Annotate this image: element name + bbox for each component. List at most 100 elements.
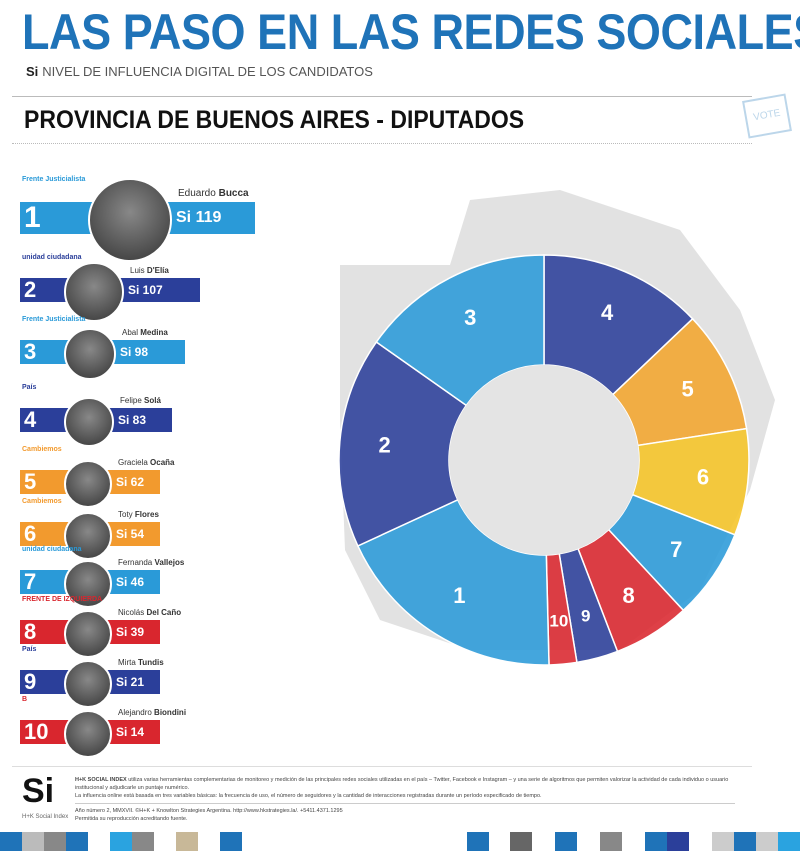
candidate-photo xyxy=(64,397,114,447)
candidate-photo xyxy=(64,660,112,708)
party-logo: País xyxy=(22,646,37,653)
decorative-square xyxy=(467,832,489,851)
score: Si 107 xyxy=(128,283,163,297)
footer-text: H+K SOCIAL INDEX utiliza varias herramie… xyxy=(75,776,735,823)
decorative-square xyxy=(712,832,734,851)
rank-number: 8 xyxy=(24,619,37,644)
candidate-name: Graciela Ocaña xyxy=(118,458,175,467)
rank-number: 10 xyxy=(24,719,49,744)
footer-line: Año número 2, MMXVII. ©H+K + Knowlton St… xyxy=(75,808,343,814)
rank-number: 7 xyxy=(24,569,37,594)
donut-hole xyxy=(449,365,639,555)
rank-number: 6 xyxy=(24,521,37,546)
decorative-square xyxy=(756,832,778,851)
footer-line: Permitida su reproducción acreditando fu… xyxy=(75,816,188,822)
decorative-square xyxy=(0,832,22,851)
score: Si 39 xyxy=(116,625,145,639)
candidate-photo xyxy=(88,178,172,262)
decorative-square xyxy=(778,832,800,851)
party-logo: Cambiemos xyxy=(22,446,62,453)
decorative-square xyxy=(44,832,66,851)
score: Si 62 xyxy=(116,475,145,489)
candidate-name: Eduardo Bucca xyxy=(178,188,249,199)
decorative-square xyxy=(132,832,154,851)
score: Si 83 xyxy=(118,413,147,427)
vote-sign-icon: VOTE xyxy=(742,93,792,139)
segment-label-3: 3 xyxy=(464,305,476,330)
segment-label-4: 4 xyxy=(601,300,614,325)
divider xyxy=(12,143,752,144)
subtitle: Si NIVEL DE INFLUENCIA DIGITAL DE LOS CAN… xyxy=(26,64,373,79)
score: Si 54 xyxy=(116,527,145,541)
candidate-photo xyxy=(64,610,112,658)
rank-number: 9 xyxy=(24,669,37,694)
candidate-photo xyxy=(64,460,112,508)
segment-label-6: 6 xyxy=(697,465,709,490)
score: Si 98 xyxy=(120,345,149,359)
decorative-square xyxy=(510,832,532,851)
si-logo: Si xyxy=(22,772,55,810)
party-logo: Frente Justicialista xyxy=(22,316,86,323)
rank-number: 3 xyxy=(24,339,37,364)
candidate-name: Felipe Solá xyxy=(120,396,161,405)
decorative-square xyxy=(176,832,198,851)
footer-line: H+K SOCIAL INDEX utiliza varias herramie… xyxy=(75,776,735,792)
brand: H+K SOCIAL INDEX xyxy=(75,777,127,783)
decorative-square xyxy=(667,832,689,851)
party-logo: unidad ciudadana xyxy=(22,254,82,261)
segment-label-1: 1 xyxy=(453,583,465,608)
section-title: PROVINCIA DE BUENOS AIRES - DIPUTADOS xyxy=(24,106,525,134)
decorative-square xyxy=(555,832,577,851)
divider xyxy=(12,96,752,97)
donut-chart: 4 5 6 7 8 9 10 1 2 3 xyxy=(338,190,775,666)
segment-label-5: 5 xyxy=(681,376,693,401)
score: Si 46 xyxy=(116,575,145,589)
rank-number: 1 xyxy=(24,201,41,234)
party-logo: FRENTE DE IZQUIERDA xyxy=(22,596,103,603)
candidate-name: Toty Flores xyxy=(118,510,159,519)
segment-label-7: 7 xyxy=(670,537,682,562)
subtitle-text: NIVEL DE INFLUENCIA DIGITAL DE LOS CANDI… xyxy=(42,64,373,79)
score: Si 14 xyxy=(116,725,145,739)
decorative-square xyxy=(645,832,667,851)
decorative-square xyxy=(66,832,88,851)
candidate-photo xyxy=(64,560,112,608)
footer-line: La influencia online está basada en tres… xyxy=(75,793,542,799)
candidate-photo xyxy=(64,328,116,380)
candidate-photo xyxy=(64,262,124,322)
party-logo: Cambiemos xyxy=(22,498,62,505)
candidate-name: Nicolás Del Caño xyxy=(118,608,182,617)
candidate-name: Alejandro Biondini xyxy=(118,708,187,717)
divider xyxy=(12,766,752,767)
rank-number: 4 xyxy=(24,407,37,432)
candidate-name: Abal Medina xyxy=(122,328,168,337)
party-logo: B xyxy=(22,696,28,703)
segment-label-10: 10 xyxy=(549,611,568,630)
party-logo: Frente Justicialista xyxy=(22,176,86,183)
logo-caption: H+K Social Index xyxy=(22,814,69,820)
segment-label-9: 9 xyxy=(581,606,590,625)
score: Si 21 xyxy=(116,675,145,689)
decorative-squares xyxy=(0,832,800,851)
candidate-name: Luis D'Elía xyxy=(130,266,169,275)
decorative-square xyxy=(600,832,622,851)
segment-label-2: 2 xyxy=(379,433,391,458)
party-logo: País xyxy=(22,384,37,391)
segment-label-8: 8 xyxy=(622,583,634,608)
candidate-photo xyxy=(64,710,112,758)
si-mark: Si xyxy=(26,64,39,79)
decorative-square xyxy=(110,832,132,851)
decorative-square xyxy=(734,832,756,851)
rank-number: 2 xyxy=(24,277,37,302)
rank-number: 5 xyxy=(24,469,37,494)
candidate-name: Mirta Tundis xyxy=(118,658,164,667)
decorative-square xyxy=(22,832,44,851)
candidate-name: Fernanda Vallejos xyxy=(118,558,185,567)
party-logo: unidad ciudadana xyxy=(22,546,82,553)
main-title: LAS PASO EN LAS REDES SOCIALES xyxy=(22,4,800,60)
score: Si 119 xyxy=(176,209,222,226)
candidate-photo xyxy=(64,512,112,560)
footer-line-text: utiliza varias herramientas complementar… xyxy=(75,777,729,791)
decorative-square xyxy=(220,832,242,851)
